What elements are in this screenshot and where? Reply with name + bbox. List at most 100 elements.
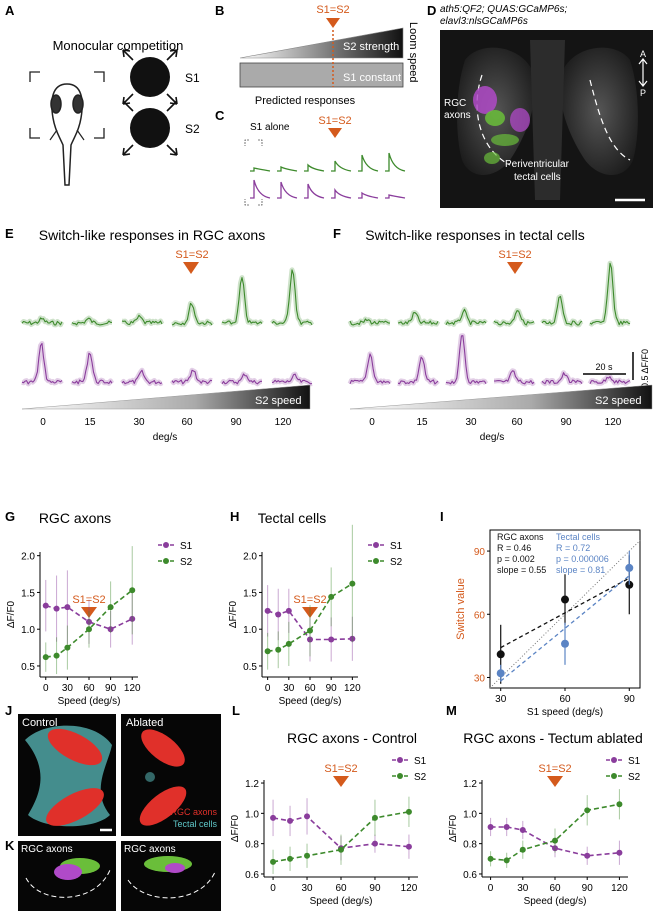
speed-tick-label: 120 xyxy=(605,417,622,428)
panel-c-marker-label: S1=S2 xyxy=(318,115,351,127)
x-tick-label: 30 xyxy=(517,883,529,894)
chart-marker-label: S1=S2 xyxy=(538,763,571,775)
predicted-s2-trace xyxy=(304,163,325,172)
data-point xyxy=(487,823,494,830)
series-line xyxy=(272,815,409,850)
s1-trace-shade xyxy=(347,351,392,386)
x-tick-label: 60 xyxy=(335,883,347,894)
data-point xyxy=(42,654,49,661)
data-point xyxy=(86,626,92,633)
s2-trace xyxy=(445,308,487,326)
brain-midline xyxy=(530,40,565,200)
s2-trace xyxy=(71,317,113,326)
fish-schematic xyxy=(29,71,105,186)
panel-label-j: J xyxy=(5,703,12,718)
stats-line: p = 0.002 xyxy=(497,554,535,564)
s1-trace xyxy=(271,373,313,385)
s1-constant-bar xyxy=(239,62,404,88)
x-tick-label: 30 xyxy=(62,683,74,694)
ablated-residual-cells xyxy=(145,772,155,782)
stats-series-name: Tectal cells xyxy=(556,532,601,542)
panel-e: Switch-like responses in RGC axons S1=S2… xyxy=(20,227,315,443)
chart-marker-label: S1=S2 xyxy=(293,594,326,606)
legend-swatch-dot xyxy=(611,773,617,779)
s2-strength-label: S2 strength xyxy=(343,41,399,53)
predicted-s1-trace xyxy=(385,194,406,199)
tectal-cells-label-1: Periventricular xyxy=(505,159,570,170)
panel-label-c: C xyxy=(215,108,225,123)
panel-label-m: M xyxy=(446,703,457,718)
data-point xyxy=(270,858,277,865)
speed-tick-label: 0 xyxy=(369,417,375,428)
x-tick-label: 60 xyxy=(559,694,571,705)
data-point xyxy=(371,814,378,821)
data-point xyxy=(107,626,114,633)
legend-label: S1 xyxy=(628,756,641,767)
data-point xyxy=(616,801,623,808)
s2-trace xyxy=(397,312,439,325)
genotype-line-1: ath5:QF2; QUAS:GCaMP6s; xyxy=(440,4,567,15)
y-tick-label: 1.0 xyxy=(463,809,477,820)
legend-swatch-dot xyxy=(373,558,379,564)
data-point xyxy=(287,855,294,862)
panel-f-unit: deg/s xyxy=(480,432,504,443)
legend-label: S2 xyxy=(390,557,403,568)
time-scale-label: 20 s xyxy=(595,362,613,372)
speed-tick-label: 15 xyxy=(84,417,96,428)
ablated-image xyxy=(121,714,221,836)
stimulus-s1 xyxy=(122,49,178,105)
control-rgc-top xyxy=(47,728,103,766)
data-point xyxy=(405,808,412,815)
panel-f-speed-label: S2 speed xyxy=(595,395,641,407)
ablated-label: Ablated xyxy=(126,717,163,729)
chart-title: RGC axons xyxy=(39,510,111,526)
panel-e-traces xyxy=(20,267,315,387)
s1-trace-shade xyxy=(21,341,64,387)
legend-swatch-dot xyxy=(397,773,403,779)
panel-label-d: D xyxy=(427,3,436,18)
s1-trace xyxy=(121,369,163,385)
panel-f-title: Switch-like responses in tectal cells xyxy=(365,227,584,243)
series-line xyxy=(490,803,620,862)
data-point xyxy=(338,846,344,853)
s2-trace xyxy=(271,269,313,326)
genotype-line-2: elavl3:nlsGCaMP6s xyxy=(440,16,528,27)
y-axis-label: ΔF/F0 xyxy=(230,814,241,842)
data-point xyxy=(129,615,136,622)
panel-e-marker-label: S1=S2 xyxy=(175,249,208,261)
x-tick-label: 0 xyxy=(265,683,271,694)
x-tick-label: 120 xyxy=(611,883,628,894)
panel-b-marker-label: S1=S2 xyxy=(316,4,349,16)
data-point xyxy=(561,595,569,604)
panel-e-unit: deg/s xyxy=(153,432,177,443)
s2-trace-shade xyxy=(121,312,165,327)
chart-marker-triangle xyxy=(81,607,97,618)
legend-swatch-dot xyxy=(163,558,169,564)
panel-label-l: L xyxy=(232,703,240,718)
speed-tick-label: 30 xyxy=(465,417,477,428)
y-tick-label: 60 xyxy=(474,610,486,621)
panel-label-g: G xyxy=(5,509,15,524)
y-tick-label: 0.8 xyxy=(245,840,259,851)
axis-posterior-label: P xyxy=(640,88,646,98)
speed-tick-label: 30 xyxy=(133,417,145,428)
data-point xyxy=(503,857,510,864)
s2-trace-shade xyxy=(397,310,441,327)
s1-trace-shade xyxy=(120,367,164,387)
data-point xyxy=(270,814,277,821)
s2-trace-shade xyxy=(540,294,584,328)
stats-line: R = 0.72 xyxy=(556,543,590,553)
data-point xyxy=(616,849,623,856)
data-point xyxy=(561,639,569,648)
s1-trace xyxy=(494,370,535,385)
panel-label-f: F xyxy=(333,226,341,241)
stats-line: R = 0.46 xyxy=(497,543,531,553)
data-point xyxy=(625,563,634,572)
s2-trace xyxy=(493,310,535,326)
y-tick-label: 1.0 xyxy=(245,809,259,820)
data-point xyxy=(371,840,378,847)
panel-e-title: Switch-like responses in RGC axons xyxy=(39,227,265,243)
legend-swatch-dot xyxy=(611,757,617,763)
data-point xyxy=(519,846,526,853)
